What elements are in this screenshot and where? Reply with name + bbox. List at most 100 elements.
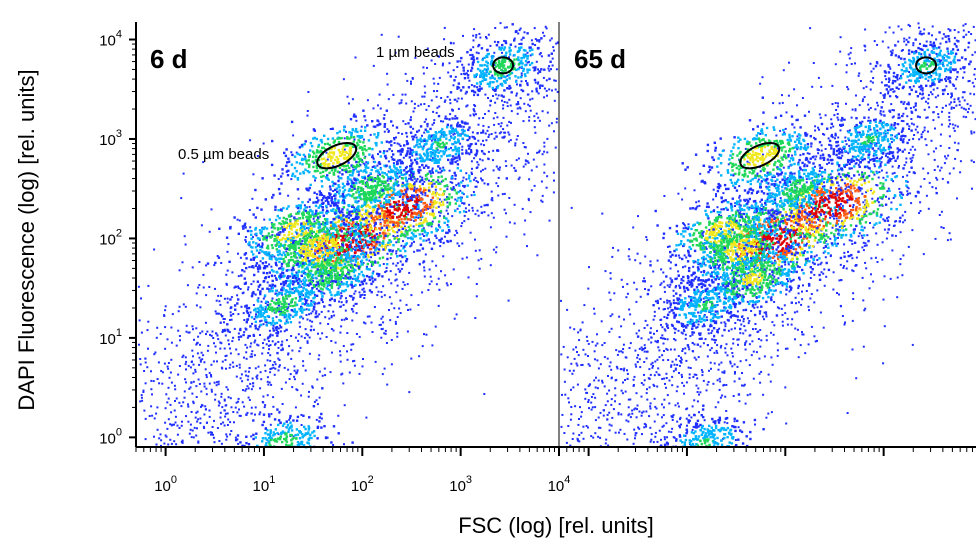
event-dot bbox=[238, 219, 241, 222]
event-dot bbox=[237, 332, 240, 335]
event-dot bbox=[337, 214, 340, 218]
event-dot bbox=[392, 225, 395, 228]
event-dot bbox=[498, 132, 501, 135]
event-dot bbox=[241, 401, 244, 404]
event-dot bbox=[408, 199, 411, 202]
event-dot bbox=[475, 185, 478, 188]
event-dot bbox=[455, 191, 458, 194]
event-dot bbox=[281, 268, 284, 271]
event-dot bbox=[298, 217, 302, 220]
event-dot bbox=[533, 120, 536, 122]
event-dot bbox=[318, 204, 322, 208]
event-dot bbox=[330, 277, 333, 281]
event-dot bbox=[507, 131, 510, 134]
event-dot bbox=[276, 242, 279, 245]
event-dot bbox=[323, 305, 326, 308]
event-dot bbox=[282, 230, 285, 233]
event-dot bbox=[244, 226, 247, 229]
event-dot bbox=[309, 249, 312, 253]
event-dot bbox=[476, 209, 479, 212]
event-dot bbox=[363, 297, 366, 299]
event-dot bbox=[429, 221, 432, 225]
event-dot bbox=[321, 288, 324, 291]
event-dot bbox=[350, 164, 353, 167]
event-dot bbox=[370, 256, 373, 259]
event-dot bbox=[406, 236, 410, 240]
event-dot bbox=[520, 80, 523, 83]
event-dot bbox=[262, 235, 266, 239]
event-dot bbox=[372, 240, 376, 244]
event-dot bbox=[405, 190, 408, 193]
event-dot bbox=[456, 100, 459, 103]
event-dot bbox=[444, 147, 447, 150]
event-dot bbox=[174, 388, 177, 391]
event-dot bbox=[294, 230, 298, 234]
event-dot bbox=[185, 360, 188, 363]
event-dot bbox=[355, 214, 358, 217]
event-dot bbox=[249, 311, 252, 314]
event-dot bbox=[341, 208, 344, 211]
event-dot bbox=[461, 257, 464, 260]
event-dot bbox=[350, 223, 353, 226]
event-dot bbox=[404, 183, 407, 187]
event-dot bbox=[374, 278, 377, 281]
event-dot bbox=[259, 260, 262, 263]
event-dot bbox=[212, 433, 214, 436]
event-dot bbox=[201, 404, 204, 407]
event-dot bbox=[344, 235, 348, 239]
event-dot bbox=[402, 247, 405, 250]
event-dot bbox=[350, 266, 352, 269]
event-dot bbox=[339, 234, 342, 237]
event-dot bbox=[461, 145, 464, 148]
event-dot bbox=[334, 203, 338, 207]
event-dot bbox=[477, 259, 480, 262]
event-dot bbox=[381, 209, 384, 212]
event-dot bbox=[396, 234, 399, 237]
event-dot bbox=[470, 150, 473, 154]
event-dot bbox=[355, 246, 358, 250]
event-dot bbox=[243, 331, 246, 334]
event-dot bbox=[291, 349, 294, 352]
event-dot bbox=[526, 51, 529, 54]
event-dot bbox=[252, 241, 255, 244]
event-dot bbox=[379, 173, 381, 176]
event-dot bbox=[354, 302, 357, 305]
event-dot bbox=[337, 253, 340, 256]
event-dot bbox=[360, 259, 364, 262]
event-dot bbox=[460, 225, 463, 228]
event-dot bbox=[337, 175, 340, 178]
event-dot bbox=[437, 179, 439, 182]
event-dot bbox=[228, 366, 231, 369]
event-dot bbox=[337, 184, 340, 187]
event-dot bbox=[341, 272, 344, 276]
event-dot bbox=[341, 215, 344, 218]
event-dot bbox=[312, 291, 316, 294]
event-dot bbox=[357, 216, 360, 219]
event-dot bbox=[504, 41, 507, 44]
event-dot bbox=[362, 262, 365, 265]
event-dot bbox=[491, 197, 494, 199]
event-dot bbox=[283, 253, 287, 257]
event-dot bbox=[220, 294, 222, 297]
event-dot bbox=[415, 213, 418, 216]
event-dot bbox=[260, 300, 263, 303]
event-dot bbox=[410, 244, 413, 247]
event-dot bbox=[254, 367, 257, 370]
event-dot bbox=[265, 321, 268, 324]
event-dot bbox=[399, 145, 402, 147]
event-dot bbox=[318, 313, 321, 316]
event-dot bbox=[315, 399, 318, 402]
event-dot bbox=[426, 194, 429, 198]
event-dot bbox=[267, 383, 270, 386]
event-dot bbox=[408, 174, 411, 177]
event-dot bbox=[180, 405, 183, 408]
event-dot bbox=[403, 234, 407, 237]
event-dot bbox=[329, 248, 332, 252]
event-dot bbox=[237, 353, 240, 356]
event-dot bbox=[355, 177, 358, 181]
event-dot bbox=[386, 263, 389, 266]
event-dot bbox=[199, 360, 202, 363]
event-dot bbox=[426, 47, 429, 50]
event-dot bbox=[304, 272, 307, 276]
event-dot bbox=[337, 414, 340, 417]
